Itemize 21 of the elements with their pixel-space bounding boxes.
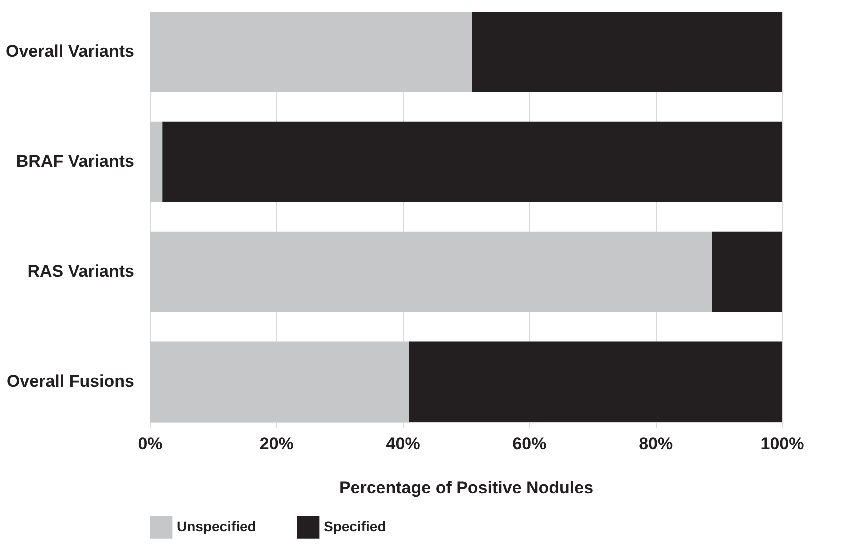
x-tick-label: 60% [512,434,547,454]
bar [472,12,782,92]
x-tick-label: 100% [760,434,804,454]
x-axis-title: Percentage of Positive Nodules [339,478,594,498]
y-tick-label: RAS Variants [28,262,134,281]
y-tick-label: Overall Fusions [6,372,134,391]
x-tick-label: 40% [386,434,420,454]
bar [712,232,782,312]
bar [150,12,472,92]
bar [150,342,410,422]
x-tick-label: 0% [138,434,163,454]
bar [150,122,163,202]
x-tick-label: 20% [260,434,294,454]
legend-label: Specified [324,518,386,535]
y-tick-label: BRAF Variants [16,152,134,172]
y-tick-label: Overall Variants [6,42,134,62]
x-tick-label: 80% [639,434,674,454]
legend-label: Unspecified [177,518,256,535]
bar [162,122,782,202]
bar [150,232,712,312]
bar [409,342,782,422]
